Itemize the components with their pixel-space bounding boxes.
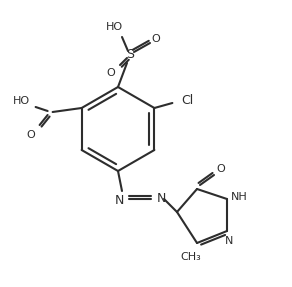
Text: O: O [26,130,35,140]
Text: O: O [152,34,160,44]
Text: N: N [225,236,233,246]
Text: O: O [217,164,225,174]
Text: HO: HO [105,22,123,32]
Text: HO: HO [13,96,30,106]
Text: NH: NH [231,192,247,202]
Text: N: N [114,193,124,207]
Text: CH₃: CH₃ [181,252,201,262]
Text: S: S [126,49,134,61]
Text: N: N [156,193,166,205]
Text: Cl: Cl [181,94,194,106]
Text: O: O [107,68,115,78]
